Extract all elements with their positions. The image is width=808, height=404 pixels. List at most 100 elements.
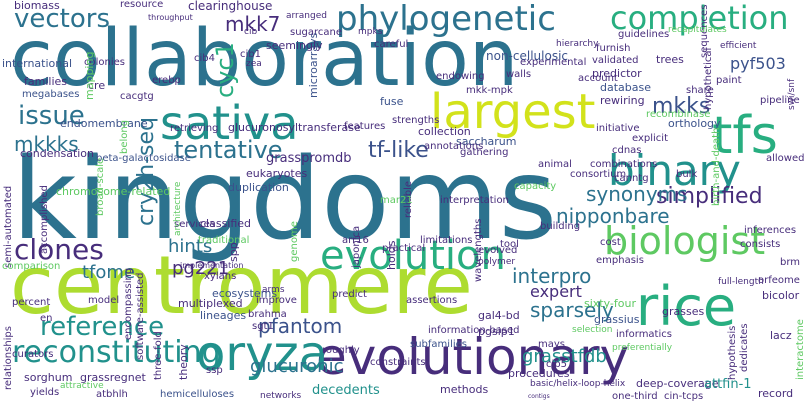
word: architecture bbox=[173, 181, 183, 236]
word: orfeome bbox=[758, 275, 800, 286]
word: curators bbox=[12, 349, 54, 360]
word: collaboration bbox=[10, 14, 519, 104]
word: lineages bbox=[200, 309, 247, 322]
word: international bbox=[2, 57, 73, 70]
word: mapping bbox=[83, 51, 96, 100]
word: capacity bbox=[514, 181, 557, 192]
word: atbhlh bbox=[96, 389, 128, 400]
word: walls bbox=[506, 69, 532, 80]
word: building bbox=[540, 221, 581, 232]
word: largest bbox=[430, 84, 596, 140]
word: animal bbox=[538, 159, 572, 170]
word: theory bbox=[177, 344, 190, 380]
word: furnish bbox=[596, 43, 631, 54]
word: cost bbox=[600, 237, 621, 248]
word: implementation bbox=[180, 261, 244, 270]
word: decedents bbox=[312, 383, 380, 398]
word: encompassing bbox=[123, 267, 134, 340]
word: grassregnet bbox=[80, 371, 146, 384]
word: completion bbox=[610, 0, 789, 37]
word: careful bbox=[374, 39, 409, 50]
word: accomplished bbox=[39, 185, 50, 254]
word: model bbox=[88, 295, 120, 306]
word: biomass bbox=[14, 0, 60, 12]
word: roughly bbox=[322, 345, 360, 356]
word: seemingly bbox=[266, 39, 323, 52]
word: pg221 bbox=[172, 258, 230, 279]
word: mar21 bbox=[380, 195, 413, 206]
word: account bbox=[578, 73, 618, 84]
word: evolution bbox=[320, 233, 506, 279]
word: duplication bbox=[228, 181, 289, 194]
word: glucuronic bbox=[250, 356, 344, 377]
word: guidelines bbox=[618, 29, 670, 40]
word: spp bbox=[227, 242, 240, 262]
word: recapitulates bbox=[668, 25, 727, 35]
word: services bbox=[174, 219, 216, 230]
word: cyc1 bbox=[211, 42, 239, 98]
word: brm bbox=[780, 257, 801, 268]
word: zea bbox=[246, 59, 262, 69]
word: one-third bbox=[612, 391, 658, 402]
word: sixty-four bbox=[584, 297, 636, 310]
word: eukaryotes bbox=[246, 167, 308, 180]
word: initiative bbox=[596, 123, 640, 134]
word: pyf503 bbox=[730, 54, 786, 73]
word: multiplexed bbox=[178, 297, 243, 310]
word: throughput bbox=[148, 13, 193, 22]
word: biologist bbox=[604, 219, 766, 263]
word: attfin-1 bbox=[704, 377, 752, 392]
word: cacgtg bbox=[120, 91, 154, 102]
word: validated bbox=[592, 55, 639, 66]
word: reconstituting bbox=[12, 335, 221, 370]
word: consists bbox=[740, 239, 781, 250]
word: bicolor bbox=[762, 289, 800, 302]
word: erebp bbox=[152, 75, 181, 86]
word: interpro bbox=[512, 264, 592, 288]
word: arms bbox=[262, 285, 285, 295]
word: tfs bbox=[712, 106, 778, 166]
word: methods bbox=[440, 383, 489, 396]
word: explicit bbox=[632, 133, 668, 144]
word: deep-coverage bbox=[636, 377, 719, 390]
word: networks bbox=[260, 391, 302, 401]
word: assertions bbox=[406, 295, 458, 306]
word: chromosome-related bbox=[56, 185, 171, 198]
word: ecosystems bbox=[212, 287, 278, 300]
word: xylans bbox=[204, 271, 237, 282]
word: swi/snf bbox=[787, 78, 797, 110]
word: colonies bbox=[84, 57, 125, 68]
word: predictor bbox=[592, 67, 642, 80]
word: contigs bbox=[528, 393, 550, 400]
word: ssp bbox=[206, 365, 223, 376]
word: pgsip1 bbox=[478, 325, 515, 338]
word: trees bbox=[656, 53, 684, 66]
word: percent bbox=[12, 297, 51, 308]
word: families bbox=[24, 75, 67, 88]
word: combinations bbox=[590, 159, 658, 170]
word: yields bbox=[30, 387, 60, 398]
word: cry2h-seq bbox=[134, 116, 159, 226]
word: issue bbox=[18, 101, 85, 131]
word: megabases bbox=[22, 89, 80, 100]
word: clearinghouse bbox=[188, 0, 273, 13]
word: selection bbox=[572, 325, 613, 335]
word: sativa bbox=[160, 96, 299, 150]
word: hypothesis bbox=[727, 325, 738, 380]
word: annotations bbox=[424, 141, 484, 152]
word: recombinase bbox=[646, 109, 711, 120]
word: strengths bbox=[392, 115, 440, 126]
word: tentative bbox=[174, 136, 283, 164]
word: glucuronosyltransferase bbox=[228, 121, 361, 134]
word: arr16 bbox=[342, 235, 369, 246]
word: hemicelluloses bbox=[160, 389, 235, 400]
word: saccharum bbox=[456, 135, 517, 148]
word: full-length bbox=[718, 277, 764, 287]
word: polymer bbox=[478, 257, 516, 267]
word: pfantom bbox=[258, 314, 343, 338]
word: paint bbox=[716, 75, 742, 86]
word: gathering bbox=[460, 147, 509, 158]
word: mkk-mpk bbox=[466, 85, 513, 96]
word: informatics bbox=[616, 329, 672, 340]
word: pipeline bbox=[760, 95, 800, 106]
